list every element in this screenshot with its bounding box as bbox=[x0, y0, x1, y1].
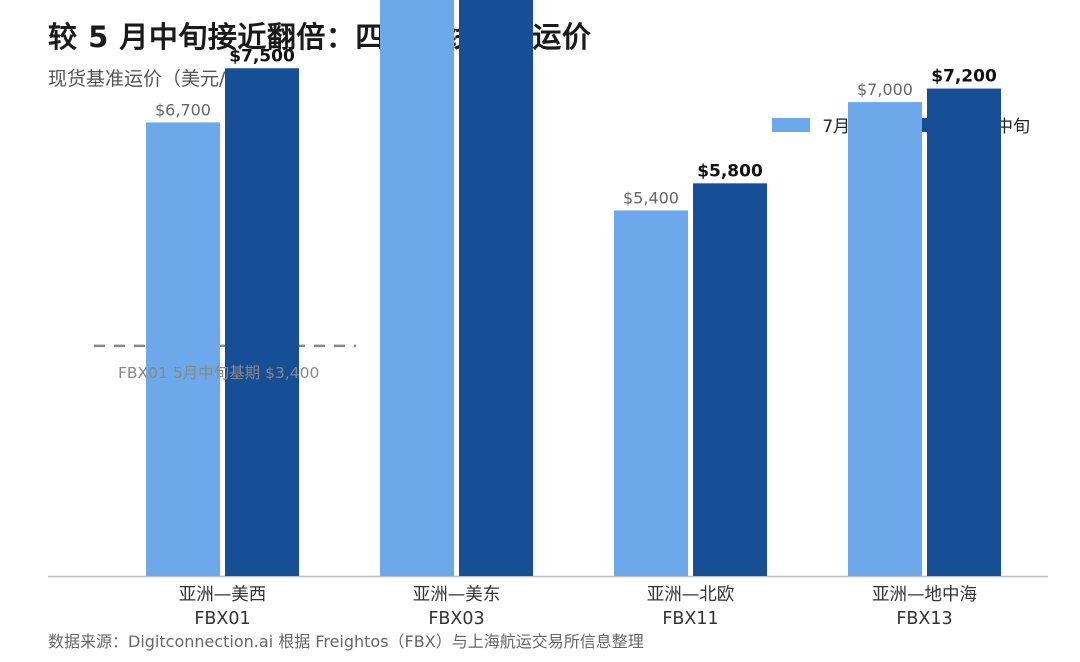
bar-mid-3 bbox=[927, 88, 1001, 576]
data-label-mid-3: $7,200 bbox=[931, 67, 997, 87]
bar-early-3 bbox=[848, 102, 922, 576]
data-label-early-2: $5,400 bbox=[623, 188, 679, 207]
data-label-early-3: $7,000 bbox=[857, 80, 913, 99]
category-label-2: 亚洲—北欧 bbox=[647, 585, 735, 605]
category-code-0: FBX01 bbox=[194, 609, 250, 629]
category-code-1: FBX03 bbox=[428, 609, 484, 629]
category-label-0: 亚洲—美西 bbox=[179, 585, 267, 605]
bar-mid-1 bbox=[459, 0, 533, 576]
category-code-2: FBX11 bbox=[662, 609, 718, 629]
data-label-mid-0: $7,500 bbox=[229, 46, 295, 66]
reference-label: FBX01 5月中旬基期 $3,400 bbox=[118, 364, 319, 382]
category-label-3: 亚洲—地中海 bbox=[872, 585, 977, 605]
data-label-mid-2: $5,800 bbox=[697, 161, 763, 181]
legend-swatch-early bbox=[772, 117, 811, 132]
chart-subtitle: 现货基准运价（美元/FEU） bbox=[48, 68, 282, 90]
bar-early-1 bbox=[380, 0, 454, 576]
data-label-early-0: $6,700 bbox=[155, 100, 211, 119]
category-code-3: FBX13 bbox=[896, 609, 952, 629]
source-note: 数据来源：Digitconnection.ai 根据 Freightos（FBX… bbox=[48, 632, 644, 651]
bar-mid-2 bbox=[693, 183, 767, 576]
bar-early-0 bbox=[146, 122, 220, 576]
category-label-1: 亚洲—美东 bbox=[413, 585, 501, 605]
bar-early-2 bbox=[614, 210, 688, 577]
bar-mid-0 bbox=[225, 68, 299, 576]
